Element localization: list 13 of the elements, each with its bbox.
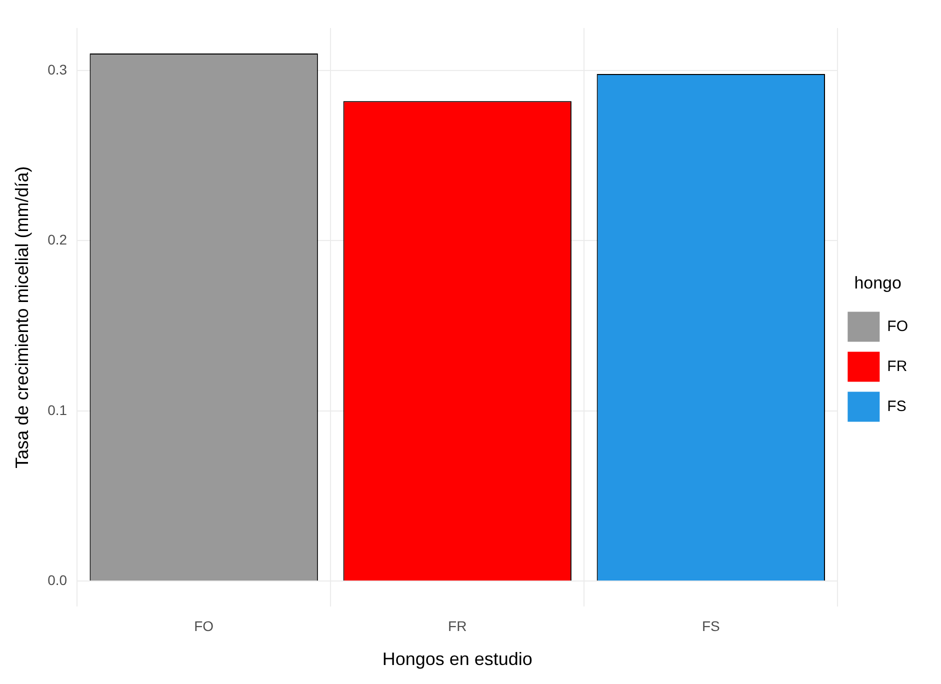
x-axis-title: Hongos en estudio <box>382 649 532 670</box>
legend-label: FO <box>887 318 908 335</box>
y-tick-label: 0.2 <box>48 232 68 248</box>
x-tick-label: FO <box>194 618 214 634</box>
legend-label: FS <box>887 398 906 415</box>
legend-title: hongo <box>854 273 902 292</box>
y-tick-label: 0.1 <box>48 402 68 418</box>
y-tick-label: 0.3 <box>48 61 68 78</box>
y-axis-title: Tasa de crecimiento micelial (mm/día) <box>12 166 32 468</box>
y-tick-label: 0.0 <box>48 572 68 588</box>
x-tick-label: FR <box>448 618 467 634</box>
x-tick-label: FS <box>702 618 720 634</box>
legend-label: FR <box>887 358 908 375</box>
